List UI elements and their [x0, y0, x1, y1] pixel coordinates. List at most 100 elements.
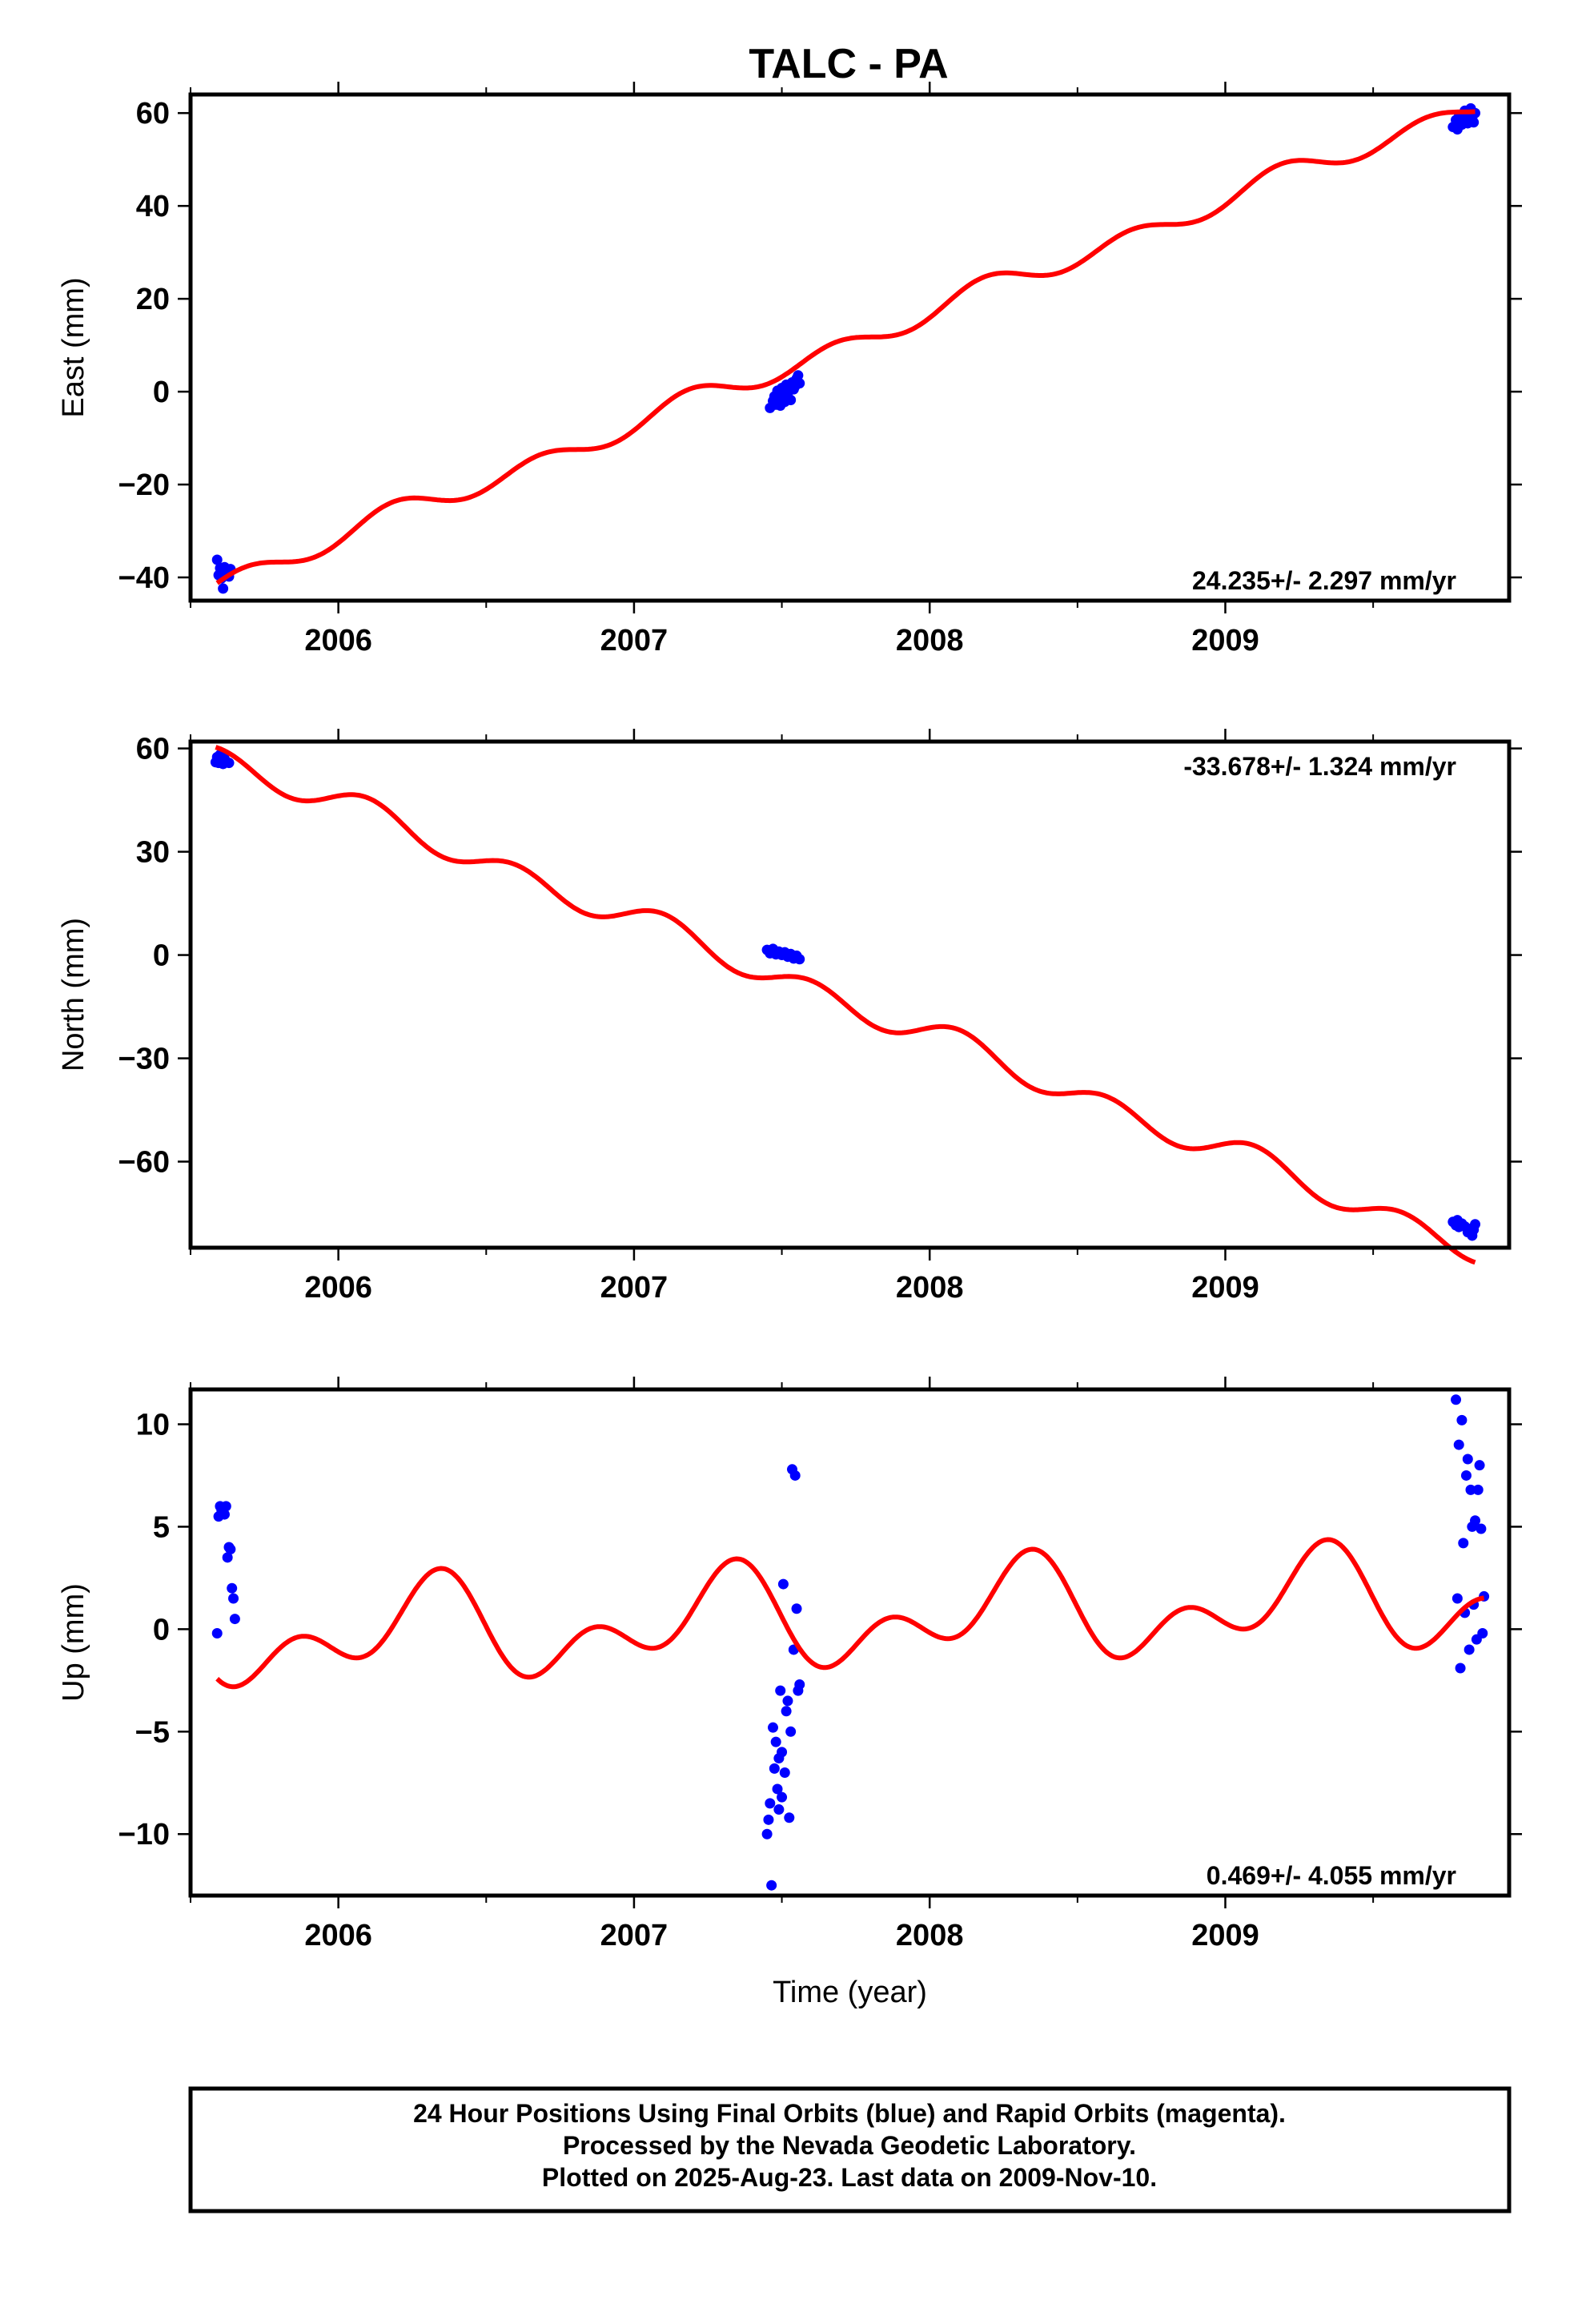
north-xtick-label: 2009	[1191, 1271, 1259, 1305]
footer-line-2: Processed by the Nevada Geodetic Laborat…	[563, 2131, 1136, 2160]
east-ylabel: East (mm)	[57, 277, 90, 417]
up-data-point	[777, 1578, 789, 1590]
east-xtick-label: 2009	[1191, 624, 1259, 657]
north-frame	[188, 739, 1512, 1250]
up-ytick-label: 0	[153, 1613, 170, 1647]
up-data-point	[791, 1603, 802, 1614]
east-xtick-label: 2008	[896, 624, 964, 657]
up-data-point	[228, 1593, 239, 1604]
up-xtick-label: 2007	[600, 1919, 669, 1952]
up-model-curve	[215, 1537, 1485, 1690]
east-xtick-label: 2007	[600, 624, 669, 657]
footer-box: 24 Hour Positions Using Final Orbits (bl…	[188, 2086, 1512, 2213]
up-ytick-label: −10	[118, 1818, 170, 1852]
north-data-point	[223, 758, 235, 769]
up-data-point	[789, 1470, 801, 1481]
north-ytick-label: 60	[136, 733, 170, 766]
north-xtick-label: 2008	[896, 1271, 964, 1305]
footer-frame	[188, 2086, 1512, 2213]
up-data-point	[794, 1679, 805, 1690]
east-panel: −40 −20 0 20 40 60 2006 2007 2008 2009 East (mm) 24…	[57, 82, 1522, 657]
up-xlabel: Time (year)	[773, 1976, 927, 2009]
east-rate-label: 24.235+/- 2.297 mm/yr	[1192, 566, 1456, 595]
up-data-point	[1470, 1515, 1481, 1526]
up-data-point	[1458, 1538, 1469, 1549]
north-xtick-label: 2007	[600, 1271, 669, 1305]
figure-title: TALC - PA	[749, 41, 948, 87]
up-data-point	[777, 1791, 788, 1803]
up-rate-label: 0.469+/- 4.055 mm/yr	[1207, 1861, 1456, 1890]
up-data-point	[766, 1880, 777, 1891]
up-data-point	[761, 1828, 773, 1839]
east-ytick-label: 40	[136, 190, 170, 223]
up-data-point	[773, 1753, 785, 1764]
up-data-point	[1451, 1394, 1462, 1405]
up-data-point	[1464, 1644, 1475, 1655]
north-ytick-label: −30	[118, 1043, 170, 1076]
footer-line-3: Plotted on 2025-Aug-23. Last data on 200…	[542, 2163, 1157, 2192]
north-rate-label: -33.678+/- 1.324 mm/yr	[1183, 752, 1456, 781]
up-data-point	[1452, 1593, 1463, 1604]
up-data-point	[225, 1544, 236, 1555]
up-data-point	[1472, 1484, 1484, 1495]
up-data-point	[1474, 1460, 1485, 1471]
up-xtick-label: 2008	[896, 1919, 964, 1952]
up-data-point	[763, 1814, 774, 1825]
up-data-point	[1460, 1470, 1472, 1481]
up-data-point	[779, 1767, 790, 1778]
east-ytick-label: 0	[153, 376, 170, 409]
up-data-point	[785, 1726, 797, 1737]
east-data-point	[1468, 117, 1480, 128]
up-data-point	[229, 1614, 240, 1625]
up-data-point	[1465, 1484, 1476, 1495]
east-ytick-label: −20	[118, 468, 170, 502]
east-data-point	[794, 378, 805, 389]
up-data-point	[782, 1695, 793, 1707]
up-data-point	[1456, 1414, 1468, 1425]
up-data-point	[775, 1685, 786, 1696]
up-data-point	[222, 1552, 233, 1563]
up-data-point	[767, 1722, 778, 1733]
up-data-point	[1476, 1523, 1487, 1534]
up-panel: −10 −5 0 5 10 2006 2007 2008 2009 Up (mm) Time (ye…	[57, 1377, 1522, 2009]
north-model-curve	[215, 745, 1476, 1265]
east-data-point	[211, 554, 223, 565]
up-data-point	[770, 1736, 781, 1747]
up-xtick-label: 2006	[304, 1919, 372, 1952]
up-ylabel: Up (mm)	[57, 1583, 90, 1702]
north-ytick-label: 0	[153, 939, 170, 973]
up-data-point	[211, 1627, 223, 1638]
up-frame	[188, 1387, 1512, 1898]
east-data-point	[793, 370, 804, 381]
east-xtick-label: 2006	[304, 624, 372, 657]
east-data-point	[785, 395, 797, 406]
east-ytick-label: −40	[118, 561, 170, 595]
up-xtick-label: 2009	[1191, 1919, 1259, 1952]
north-ylabel: North (mm)	[57, 918, 90, 1072]
up-data-point	[772, 1783, 783, 1795]
north-ytick-label: 30	[136, 836, 170, 870]
up-data-point	[1462, 1454, 1473, 1465]
up-data-point	[765, 1798, 776, 1809]
up-ytick-label: 10	[136, 1408, 170, 1441]
up-ytick-label: −5	[135, 1715, 170, 1749]
up-data-point	[219, 1509, 230, 1520]
up-data-point	[773, 1804, 785, 1815]
up-data-point	[227, 1582, 238, 1594]
north-data-point	[1470, 1219, 1481, 1230]
north-ytick-label: −60	[118, 1146, 170, 1180]
east-ytick-label: 20	[136, 283, 170, 316]
up-data-point	[1455, 1663, 1466, 1674]
up-data-point	[769, 1763, 780, 1774]
up-data-point	[220, 1501, 231, 1512]
north-xtick-label: 2006	[304, 1271, 372, 1305]
footer-line-1: 24 Hour Positions Using Final Orbits (bl…	[413, 2099, 1286, 2128]
up-data-point	[784, 1812, 795, 1823]
east-data-point	[218, 583, 229, 594]
east-frame	[188, 92, 1512, 603]
up-ytick-label: 5	[153, 1510, 170, 1544]
east-ytick-label: 60	[136, 97, 170, 131]
up-data-point	[1477, 1627, 1488, 1638]
east-model-curve	[215, 109, 1476, 585]
